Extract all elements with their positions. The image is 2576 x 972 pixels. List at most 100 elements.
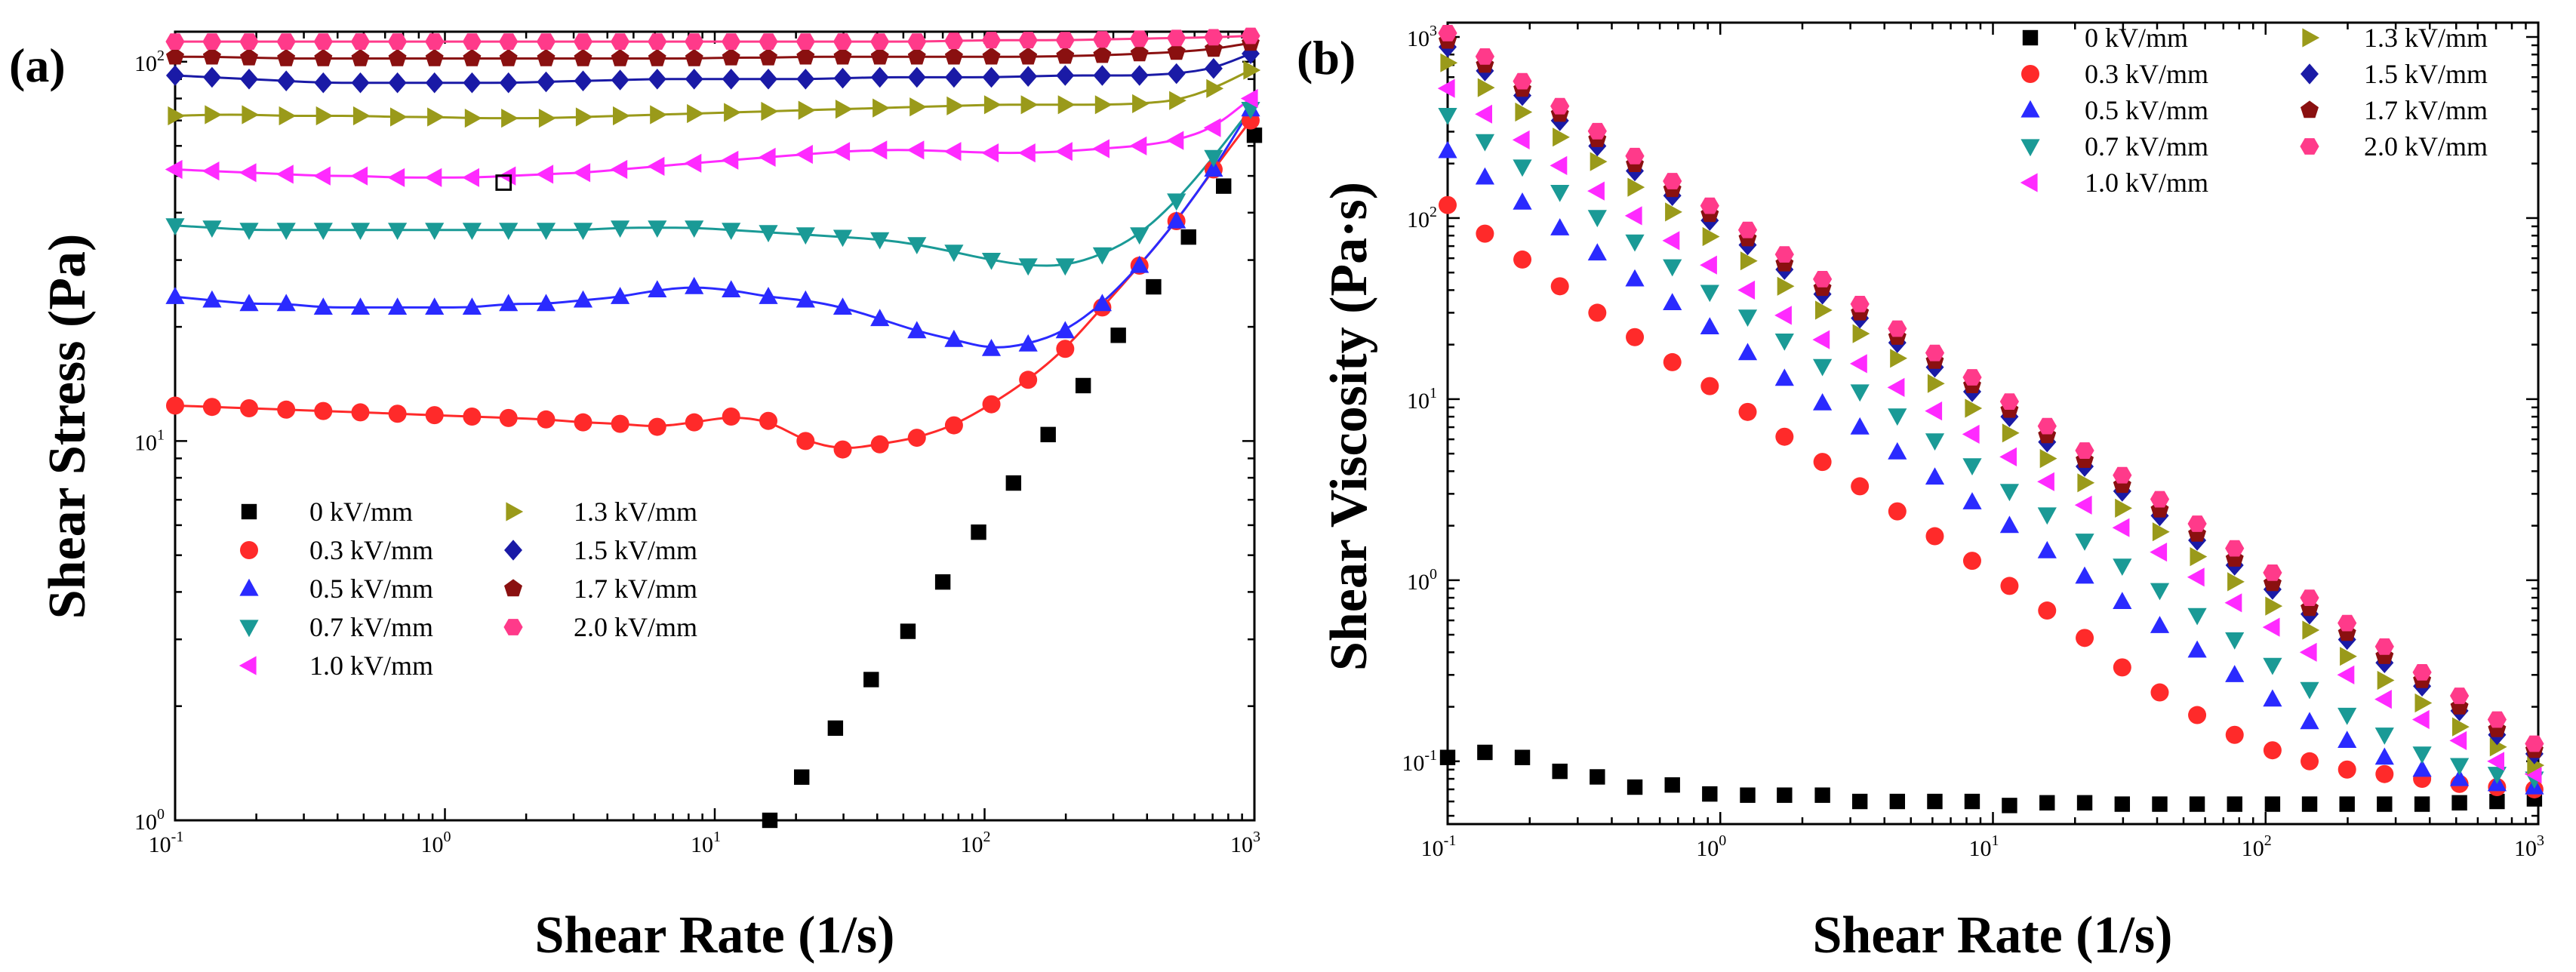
y-tick-label: 103 (1407, 23, 1437, 51)
data-point (648, 69, 666, 90)
data-point (351, 72, 370, 94)
data-point (574, 70, 592, 91)
data-point (1241, 27, 1260, 45)
data-point (759, 411, 778, 430)
data-point (2300, 589, 2319, 606)
data-point (1850, 384, 1870, 402)
data-point (983, 95, 1002, 115)
data-point (202, 398, 221, 417)
legend-marker (2301, 63, 2319, 85)
data-point (165, 218, 185, 235)
data-point (1925, 401, 1943, 421)
data-point (1887, 377, 1905, 397)
data-point (1587, 210, 1607, 228)
data-point (464, 109, 482, 128)
data-point (1813, 453, 1832, 472)
data-point (1700, 317, 1719, 334)
data-point (761, 101, 779, 122)
data-point (2412, 759, 2432, 777)
panel-a-fit-lines (174, 35, 1252, 449)
data-point (2263, 657, 2282, 675)
data-point (1925, 467, 1945, 485)
data-point (944, 32, 964, 50)
data-point (982, 47, 1001, 65)
data-point (684, 153, 702, 173)
data-point (1962, 424, 1980, 444)
data-point (202, 66, 221, 88)
legend-entry-label: 0.7 kV/mm (309, 612, 433, 642)
data-point (2301, 796, 2318, 812)
data-point (721, 150, 739, 170)
data-point (2300, 681, 2319, 700)
data-point (574, 48, 592, 66)
legend-entry-label: 1.5 kV/mm (2364, 59, 2488, 89)
data-point (1169, 91, 1186, 110)
data-point (2262, 617, 2280, 637)
data-point (648, 280, 667, 297)
data-point (1852, 324, 1870, 343)
legend-entry-label: 1.0 kV/mm (2085, 168, 2208, 198)
data-point (1130, 44, 1149, 62)
data-point (1702, 226, 1720, 247)
data-point (499, 33, 519, 50)
data-point (1055, 258, 1075, 276)
data-point (1627, 779, 1643, 795)
data-point (1965, 398, 1983, 418)
x-tick-label: 101 (691, 829, 721, 857)
data-point (165, 159, 183, 180)
data-point (352, 106, 371, 126)
data-point (1590, 152, 1608, 171)
data-point (1018, 143, 1036, 163)
data-point (833, 440, 852, 459)
data-point (575, 107, 593, 127)
data-point (425, 48, 444, 66)
data-point (313, 166, 331, 186)
data-point (1625, 234, 1645, 252)
panel-b-y-axis-title: Shear Viscosity (Pa·s) (1320, 182, 1378, 671)
panel-a-data-marks (165, 27, 1263, 829)
fit-line (174, 42, 1252, 60)
data-point (1625, 269, 1645, 287)
data-point (1129, 136, 1147, 155)
data-point (1513, 250, 1532, 269)
data-point (1206, 78, 1224, 98)
fit-line (174, 108, 1252, 267)
data-point (1850, 417, 1870, 435)
data-point (2412, 664, 2432, 681)
legend-entry-label: 1.3 kV/mm (574, 497, 697, 527)
data-point (2377, 670, 2395, 691)
data-point (240, 69, 258, 90)
data-point (981, 253, 1002, 270)
data-point (2374, 690, 2392, 709)
data-point (536, 294, 556, 312)
data-point (1663, 173, 1682, 189)
x-tick-label: 100 (421, 829, 451, 857)
data-point (1130, 227, 1150, 245)
data-point (427, 107, 445, 127)
data-point (1055, 142, 1073, 161)
data-point (499, 294, 519, 312)
data-point (796, 33, 815, 50)
data-point (2225, 540, 2245, 557)
legend-entry-label: 2.0 kV/mm (2364, 131, 2488, 161)
data-point (1438, 140, 1457, 158)
data-point (2339, 796, 2355, 812)
data-point (946, 96, 965, 115)
data-point (1964, 793, 1980, 810)
data-point (2037, 417, 2057, 435)
data-point (1588, 303, 1607, 322)
data-point (1737, 280, 1756, 300)
data-point (166, 65, 184, 86)
data-point (907, 33, 927, 50)
data-point (2113, 592, 2132, 609)
data-point (166, 396, 184, 415)
data-point (2263, 741, 2282, 760)
data-point (388, 33, 408, 50)
data-point (687, 103, 704, 124)
data-point (499, 48, 518, 66)
data-point (944, 47, 963, 65)
data-point (2263, 689, 2282, 707)
data-point (276, 33, 296, 50)
data-point (1092, 247, 1112, 265)
data-point (1962, 552, 1981, 571)
